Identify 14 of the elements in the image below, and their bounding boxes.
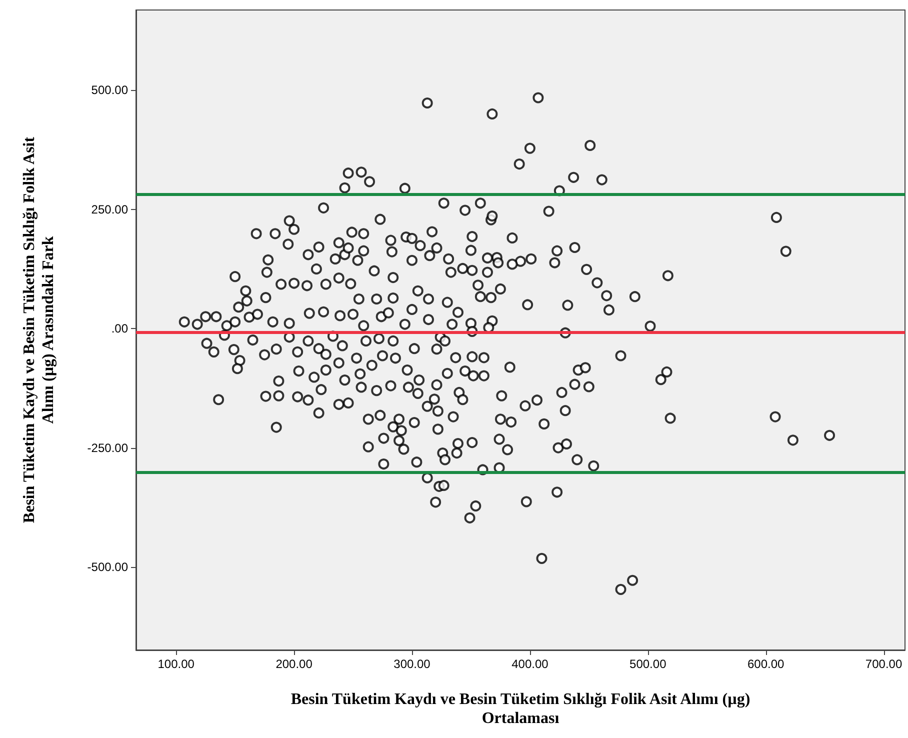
x-tick-label: 300.00 [394, 657, 431, 671]
x-tick-label: 200.00 [276, 657, 313, 671]
x-tick-label: 400.00 [512, 657, 549, 671]
y-tick-label: -500.00 [87, 560, 128, 574]
y-tick-label: -250.00 [87, 440, 128, 455]
x-tick-label: 700.00 [865, 657, 902, 671]
y-tick-label: 500.00 [91, 83, 128, 98]
y-tick-label: 250.00 [91, 202, 128, 216]
x-tick-label: 600.00 [747, 657, 785, 671]
x-tick-label: 500.00 [630, 657, 667, 671]
x-tick-label: 100.00 [158, 657, 195, 671]
y-axis-title: Besin Tüketim Kaydı ve Besin Tüketim Sıklığı Folik Asit Alımı (µg) Arasındaki Fark [21, 136, 57, 524]
x-axis-title: Besin Tüketim Kaydı ve Besin Tüketim Sıklığı Folik Asit Alımı (µg) Ortalaması [290, 691, 750, 727]
y-tick-label: .00 [111, 322, 128, 336]
